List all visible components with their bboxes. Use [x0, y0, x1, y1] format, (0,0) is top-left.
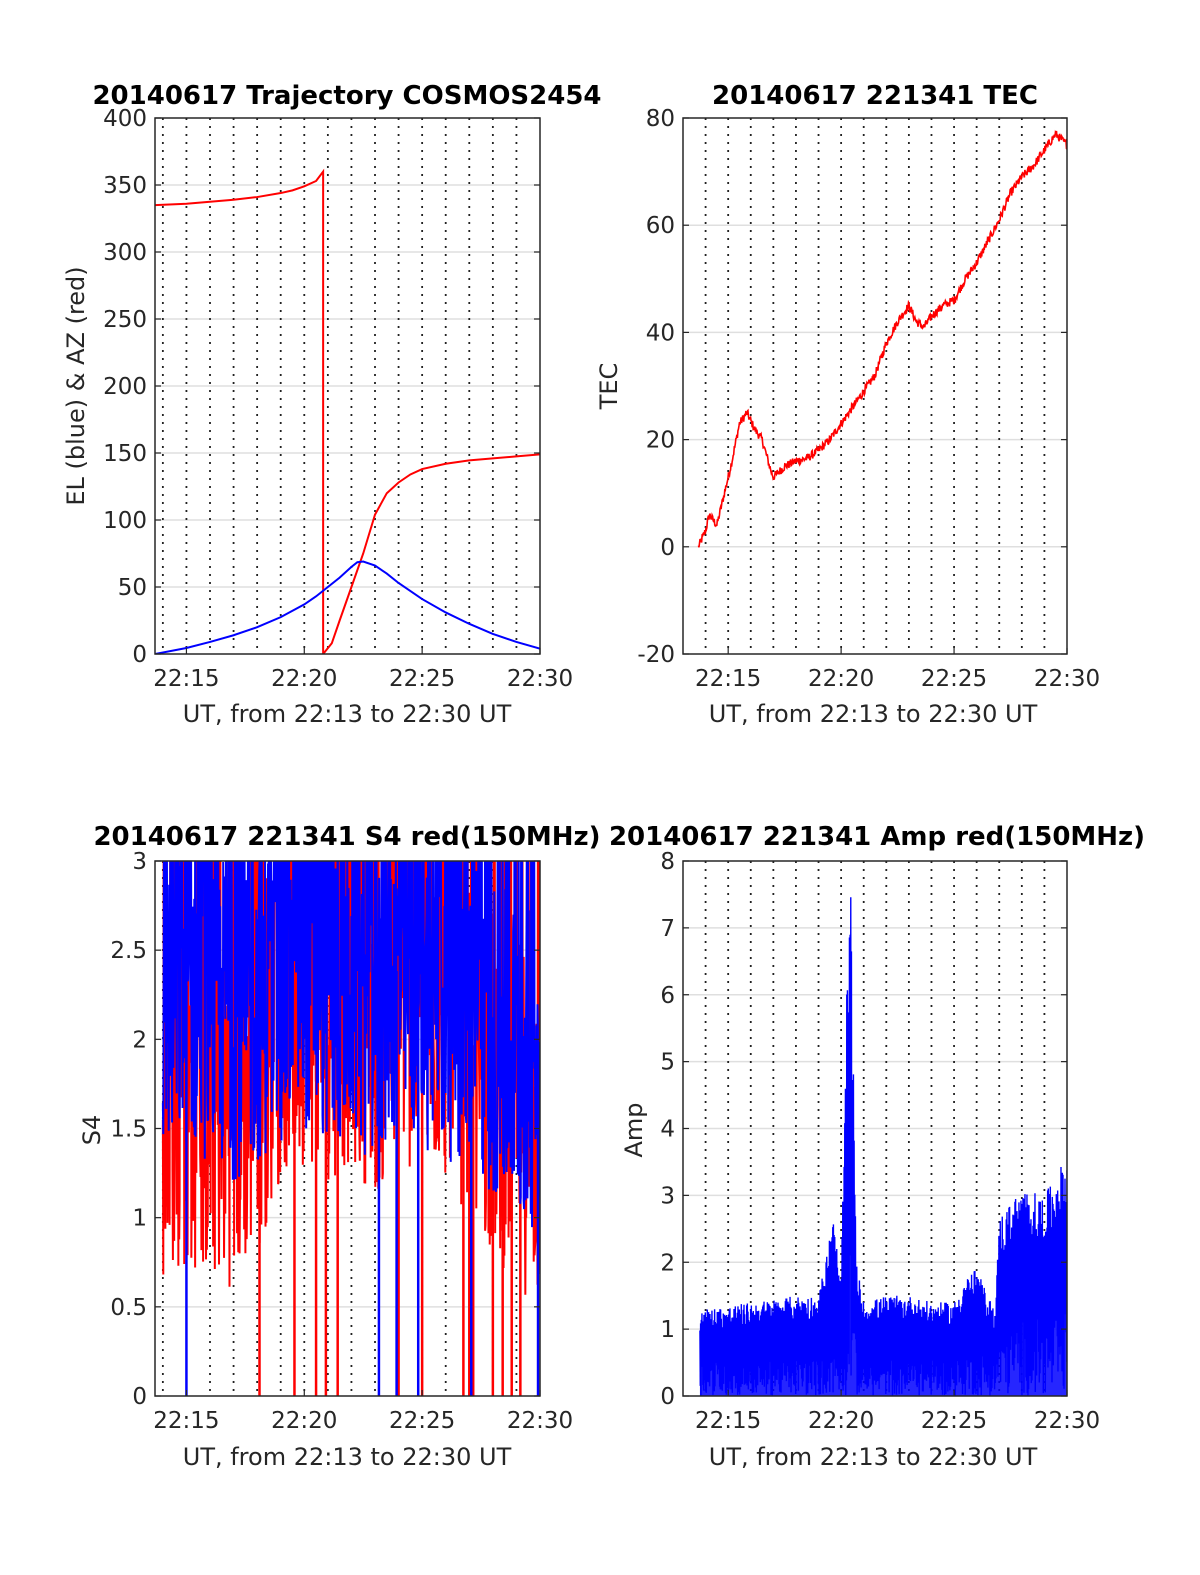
- ylabel-s4: S4: [78, 1115, 106, 1146]
- amp-ytick-label: 7: [660, 916, 675, 942]
- tec-series-group: [697, 129, 1067, 548]
- s4-xtick-label: 22:20: [271, 1408, 337, 1434]
- s4-ytick-label: 1.5: [110, 1117, 147, 1143]
- s4-xtick-label: 22:25: [389, 1408, 455, 1434]
- amp-ytick-label: 5: [660, 1050, 675, 1076]
- tec-ytick-label: -20: [637, 642, 675, 668]
- trajectory-ytick-label: 300: [103, 240, 147, 266]
- s4-ytick-label: 2: [132, 1027, 147, 1053]
- xlabel-s4: UT, from 22:13 to 22:30 UT: [183, 1443, 512, 1471]
- tec-axes-frame: [682, 117, 1068, 655]
- s4-ytick-label: 1: [132, 1206, 147, 1232]
- trajectory-ytick-label: 200: [103, 374, 147, 400]
- tec-xtick-label: 22:15: [695, 666, 761, 692]
- trajectory-ytick-label: 250: [103, 307, 147, 333]
- s4-xtick-label: 22:30: [507, 1408, 573, 1434]
- title-trajectory: 20140617 Trajectory COSMOS2454: [92, 81, 601, 111]
- panel-trajectory: 20140617 Trajectory COSMOS2454 EL (blue)…: [62, 81, 602, 728]
- ylabel-amp: Amp: [620, 1102, 648, 1157]
- panel-s4: 20140617 221341 S4 red(150MHz) S4 UT, fr…: [78, 822, 601, 1471]
- trajectory-series-1-line: [155, 560, 540, 654]
- ylabel-trajectory: EL (blue) & AZ (red): [62, 266, 90, 505]
- tec-ytick-label: 60: [646, 213, 675, 239]
- title-amp: 20140617 221341 Amp red(150MHz): [609, 822, 1145, 852]
- tec-ytick-label: 40: [646, 320, 675, 346]
- trajectory-ytick-label: 0: [132, 642, 147, 668]
- title-tec: 20140617 221341 TEC: [712, 81, 1038, 111]
- tec-xtick-label: 22:30: [1034, 666, 1100, 692]
- amp-xtick-label: 22:20: [808, 1408, 874, 1434]
- tec-series-0-line: [697, 129, 1067, 548]
- tec-xtick-label: 22:20: [808, 666, 874, 692]
- s4-xtick-label: 22:15: [153, 1408, 219, 1434]
- plot-area-tec: -20 0 20 40 60 80 22:15 22:20 22:25 22:30: [637, 106, 1100, 692]
- amp-ytick-label: 6: [660, 983, 675, 1009]
- amp-xtick-label: 22:30: [1034, 1408, 1100, 1434]
- xlabel-amp: UT, from 22:13 to 22:30 UT: [709, 1443, 1038, 1471]
- plot-area-s4: 0 0.5 1 1.5 2 2.5 3 22:15 22:20 22:25 22:30: [110, 849, 573, 1434]
- s4-series-1-line: [161, 861, 540, 1228]
- xlabel-tec: UT, from 22:13 to 22:30 UT: [709, 700, 1038, 728]
- amp-ytick-label: 4: [660, 1117, 675, 1143]
- trajectory-ytick-label: 100: [103, 508, 147, 534]
- amp-ytick-label: 1: [660, 1317, 675, 1343]
- amp-ytick-label: 0: [660, 1384, 675, 1410]
- tec-ytick-label: 0: [660, 535, 675, 561]
- amp-ytick-label: 2: [660, 1250, 675, 1276]
- amp-series-0-fill: [699, 1228, 1067, 1396]
- trajectory-series-0-line: [155, 168, 540, 654]
- trajectory-xtick-label: 22:25: [389, 666, 455, 692]
- title-s4: 20140617 221341 S4 red(150MHz): [93, 822, 600, 852]
- trajectory-xtick-label: 22:30: [507, 666, 573, 692]
- tec-ytick-label: 80: [646, 106, 675, 132]
- xlabel-trajectory: UT, from 22:13 to 22:30 UT: [183, 700, 512, 728]
- amp-ytick-label: 3: [660, 1183, 675, 1209]
- amp-xtick-label: 22:15: [695, 1408, 761, 1434]
- trajectory-ytick-label: 350: [103, 173, 147, 199]
- s4-ytick-label: 0.5: [110, 1295, 147, 1321]
- amp-ytick-label: 8: [660, 849, 675, 875]
- tec-xtick-label: 22:25: [921, 666, 987, 692]
- trajectory-xtick-label: 22:15: [153, 666, 219, 692]
- plot-area-trajectory: 0 50 100 150 200 250 300 350 400 22:15 22:20 22:25 2…: [103, 106, 573, 692]
- trajectory-ytick-label: 50: [118, 575, 147, 601]
- tec-ytick-label: 20: [646, 428, 675, 454]
- s4-ytick-label: 0: [132, 1384, 147, 1410]
- panel-tec: 20140617 221341 TEC TEC UT, from 22:13 t…: [595, 81, 1100, 728]
- trajectory-ytick-label: 150: [103, 441, 147, 467]
- amp-series-group: [699, 897, 1067, 1396]
- plot-area-amp: 0 1 2 3 4 5 6 7 8 22:15 22:20 22:25 22:30: [660, 849, 1100, 1434]
- amp-xtick-label: 22:25: [921, 1408, 987, 1434]
- s4-series-group: [161, 861, 540, 1396]
- panel-amp: 20140617 221341 Amp red(150MHz) Amp UT, …: [609, 822, 1145, 1471]
- ylabel-tec: TEC: [595, 363, 623, 411]
- s4-ytick-label: 3: [132, 849, 147, 875]
- trajectory-series-group: [155, 168, 540, 654]
- trajectory-xtick-label: 22:20: [271, 666, 337, 692]
- trajectory-ytick-label: 400: [103, 106, 147, 132]
- s4-ytick-label: 2.5: [110, 938, 147, 964]
